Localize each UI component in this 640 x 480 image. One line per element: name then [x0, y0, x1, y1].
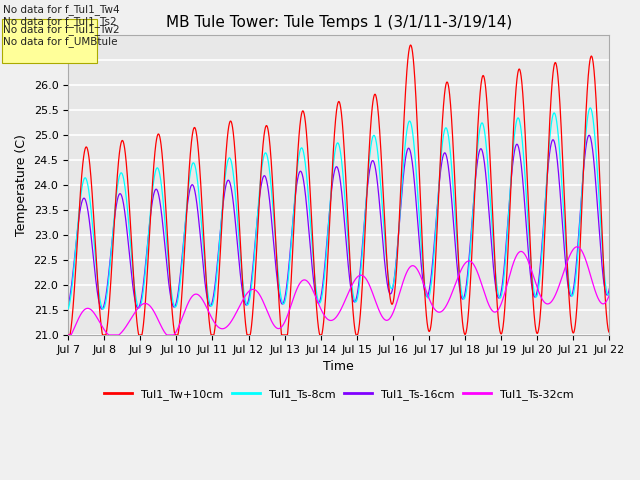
Text: No data for f_UMBtule: No data for f_UMBtule [3, 36, 118, 47]
Text: No data for f_Tul1_Tw2: No data for f_Tul1_Tw2 [3, 24, 120, 35]
Y-axis label: Temperature (C): Temperature (C) [15, 134, 28, 236]
X-axis label: Time: Time [323, 360, 354, 373]
Text: No data for f_Tul1_Tw4: No data for f_Tul1_Tw4 [3, 4, 120, 15]
Text: No data for f_Tul1_Ts2: No data for f_Tul1_Ts2 [3, 16, 117, 27]
Legend: Tul1_Tw+10cm, Tul1_Ts-8cm, Tul1_Ts-16cm, Tul1_Ts-32cm: Tul1_Tw+10cm, Tul1_Ts-8cm, Tul1_Ts-16cm,… [100, 384, 578, 404]
Title: MB Tule Tower: Tule Temps 1 (3/1/11-3/19/14): MB Tule Tower: Tule Temps 1 (3/1/11-3/19… [166, 15, 512, 30]
